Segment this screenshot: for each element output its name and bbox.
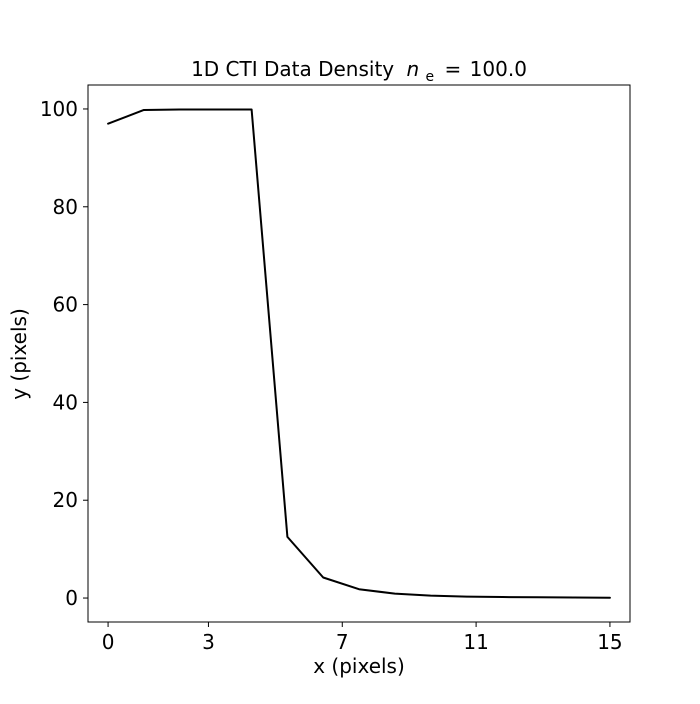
x-tick-label: 3 <box>202 630 215 654</box>
x-tick-label: 7 <box>336 630 349 654</box>
title-math-subscript: e <box>426 69 435 85</box>
x-axis-label: x (pixels) <box>313 654 405 678</box>
title-math-symbol: n <box>407 57 420 81</box>
y-tick-label: 0 <box>65 586 78 610</box>
y-tick-label: 80 <box>53 195 78 219</box>
x-tick-label: 11 <box>463 630 488 654</box>
y-tick-label: 40 <box>53 390 78 414</box>
plot-area: 0 3 7 11 15 0 20 40 60 80 100 <box>40 84 631 654</box>
y-tick-label: 60 <box>53 293 78 317</box>
y-axis-label: y (pixels) <box>7 308 31 400</box>
x-tick-label: 15 <box>597 630 622 654</box>
chart-title-text: 1D CTI Data Density <box>191 57 394 81</box>
chart-title: 1D CTI Data Density n e = 100.0 <box>191 57 527 86</box>
plot-frame <box>87 84 631 623</box>
y-tick-label: 20 <box>53 488 78 512</box>
series-line <box>107 108 611 599</box>
x-tick-label: 0 <box>102 630 115 654</box>
y-tick-label: 100 <box>40 97 78 121</box>
title-math-relation: = <box>445 57 462 81</box>
title-math-value: 100.0 <box>470 57 527 81</box>
